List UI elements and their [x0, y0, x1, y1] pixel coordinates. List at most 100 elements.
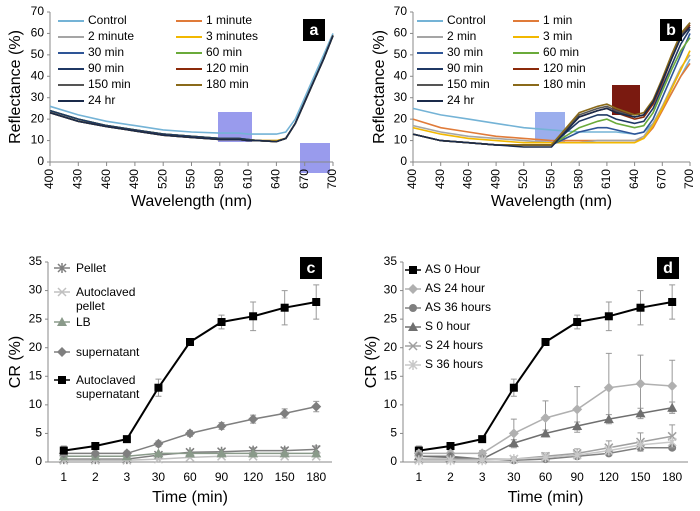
- y-tick-label: 0: [37, 154, 44, 168]
- legend-label: AS 24 hour: [425, 281, 485, 295]
- x-tick-label: 670: [654, 169, 668, 189]
- x-tick-label: 90: [570, 470, 584, 484]
- series-line: [49, 35, 334, 143]
- data-point: [414, 455, 424, 466]
- legend-label: 150 min: [447, 77, 490, 91]
- x-tick-label: 550: [544, 169, 558, 189]
- series-line: [412, 50, 691, 144]
- y-axis-title: CR (%): [363, 336, 380, 388]
- legend-label: S 36 hours: [425, 357, 483, 371]
- legend-label: AS 0 Hour: [425, 262, 480, 276]
- legend-label: 24 hr: [447, 93, 474, 107]
- legend-label: 1 minute: [206, 13, 252, 27]
- data-point: [279, 408, 290, 419]
- data-point: [635, 378, 646, 389]
- panel-label: d: [663, 260, 673, 277]
- y-tick-label: 70: [394, 4, 408, 18]
- data-point: [572, 404, 583, 415]
- y-tick-label: 40: [31, 68, 45, 82]
- y-tick-label: 50: [394, 47, 408, 61]
- legend-label: 90 min: [88, 61, 124, 75]
- data-point: [635, 408, 646, 418]
- y-tick-label: 5: [390, 426, 397, 440]
- x-tick-label: 700: [325, 169, 339, 189]
- x-tick-label: 2: [92, 470, 99, 484]
- y-tick-label: 10: [384, 397, 398, 411]
- x-tick-label: 120: [599, 470, 619, 484]
- x-tick-label: 610: [599, 169, 613, 189]
- x-tick-label: 520: [155, 169, 169, 189]
- legend-marker: [408, 284, 418, 294]
- legend-label: Autoclaved pellet: [76, 285, 136, 313]
- y-tick-label: 10: [29, 397, 43, 411]
- x-tick-label: 640: [627, 169, 641, 189]
- y-tick-label: 0: [400, 154, 407, 168]
- y-axis-title: Reflectance (%): [7, 30, 24, 144]
- x-tick-label: 2: [447, 470, 454, 484]
- legend-marker: [57, 317, 67, 326]
- y-tick-label: 25: [29, 311, 43, 325]
- y-tick-label: 70: [31, 4, 45, 18]
- legend-label: 120 min: [543, 61, 586, 75]
- panel-label-box: [303, 19, 325, 41]
- x-tick-label: 30: [152, 470, 166, 484]
- y-tick-label: 10: [31, 133, 45, 147]
- x-tick-label: 60: [183, 470, 197, 484]
- data-point: [185, 428, 195, 439]
- x-tick-label: 460: [461, 169, 475, 189]
- data-point: [509, 454, 519, 465]
- data-point: [185, 448, 195, 458]
- legend-label: 3 min: [543, 29, 572, 43]
- legend-label: 2 min: [447, 29, 476, 43]
- data-point: [216, 421, 227, 431]
- y-tick-label: 30: [384, 283, 398, 297]
- y-tick-label: 60: [31, 26, 45, 40]
- panel-label-box: [300, 257, 322, 279]
- y-tick-label: 20: [384, 340, 398, 354]
- y-tick-label: 5: [35, 426, 42, 440]
- data-point: [446, 442, 455, 450]
- x-tick-label: 150: [275, 470, 295, 484]
- data-point: [478, 435, 487, 444]
- y-tick-label: 40: [394, 68, 408, 82]
- y-axis-title: Reflectance (%): [371, 30, 388, 144]
- legend-marker: [408, 322, 418, 331]
- data-point: [509, 383, 518, 392]
- x-tick-label: 90: [215, 470, 229, 484]
- data-point: [508, 438, 519, 448]
- x-tick-label: 400: [42, 169, 56, 189]
- x-tick-label: 150: [630, 470, 650, 484]
- x-tick-label: 3: [124, 470, 131, 484]
- data-point: [540, 413, 551, 423]
- data-point: [573, 318, 582, 326]
- x-tick-label: 3: [479, 470, 486, 484]
- data-point: [477, 455, 487, 466]
- x-tick-label: 700: [682, 169, 696, 189]
- x-tick-label: 490: [127, 169, 141, 189]
- y-tick-label: 15: [384, 368, 398, 382]
- panel-label: a: [310, 22, 319, 39]
- data-point: [279, 448, 290, 458]
- data-point: [59, 446, 68, 455]
- data-point: [667, 381, 678, 391]
- legend-label: 2 minute: [88, 29, 134, 43]
- legend-label: 60 min: [543, 45, 579, 59]
- y-tick-label: 60: [394, 26, 408, 40]
- x-tick-label: 1: [415, 470, 422, 484]
- legend-label: LB: [76, 315, 91, 329]
- legend-label: supernatant: [76, 345, 140, 359]
- x-tick-label: 580: [571, 169, 585, 189]
- legend-label: 150 min: [88, 77, 131, 91]
- y-tick-label: 20: [29, 340, 43, 354]
- panel-label-box: [657, 257, 679, 279]
- x-tick-label: 430: [433, 169, 447, 189]
- x-tick-label: 640: [269, 169, 283, 189]
- y-tick-label: 30: [29, 283, 43, 297]
- data-point: [540, 428, 551, 438]
- y-tick-label: 20: [31, 111, 45, 125]
- y-tick-label: 35: [384, 254, 398, 268]
- data-point: [603, 382, 614, 393]
- data-point: [90, 448, 101, 459]
- series-line: [412, 26, 691, 148]
